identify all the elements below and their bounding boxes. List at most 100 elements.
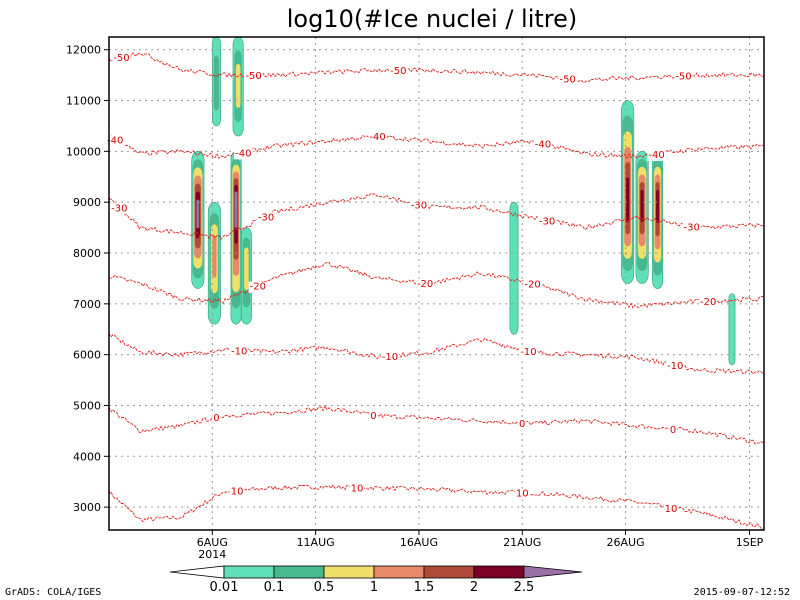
shading-level-1 [509, 201, 519, 335]
contour-label: -40 [235, 148, 251, 159]
contour-label: -10 [382, 352, 398, 363]
contour-label-bg [665, 361, 685, 373]
colorbar-low-triangle [169, 565, 225, 579]
contour-label: -20 [524, 280, 540, 291]
contour-label: -20 [417, 279, 433, 290]
contour-label-bg [112, 52, 131, 64]
footer-credit: GrADS: COLA/IGES [5, 587, 102, 598]
contour-label-bg [110, 203, 129, 215]
contour-line [108, 484, 764, 530]
contour-label: -30 [111, 203, 127, 214]
contour-label: 10 [351, 483, 364, 494]
x-tick-label: 26AUG [607, 536, 645, 549]
x-tick-label: 1SEP [736, 536, 764, 549]
contour-label-bg [389, 66, 408, 78]
chart-title: log10(#Ice nuclei / litre) [287, 5, 578, 33]
contour-label: -20 [250, 282, 266, 293]
shading-level-7 [234, 191, 238, 228]
shading-level-6 [626, 177, 630, 222]
colorbar-label: 0.01 [210, 580, 239, 595]
ice-nuclei-cell [652, 151, 664, 289]
colorbar-swatch [373, 565, 425, 579]
contour-label-bg [663, 503, 679, 515]
contour-label: -30 [411, 201, 427, 212]
contour-line [108, 133, 764, 160]
ice-nuclei-cell [207, 201, 221, 325]
shading-level-1 [728, 293, 736, 366]
contour-label: -50 [245, 71, 261, 82]
contour-label: -50 [675, 72, 691, 83]
contour-label-bg [369, 411, 378, 423]
y-tick-label: 10000 [66, 145, 101, 158]
colorbar-swatch [423, 565, 475, 579]
contour-label-bg [229, 486, 245, 498]
contour-label: -50 [390, 66, 406, 77]
contour-label: -40 [648, 150, 664, 161]
contour-line [108, 52, 764, 83]
contour-label-bg [368, 132, 387, 144]
y-tick-label: 12000 [66, 44, 101, 57]
x-tick-sublabel: 2014 [198, 548, 226, 561]
contour-label-bg [647, 149, 666, 161]
contour-line [108, 193, 764, 241]
contour-label-bg [248, 281, 267, 293]
y-tick-label: 8000 [73, 247, 101, 260]
contour-label: -30 [684, 223, 700, 234]
colorbar-swatch [223, 565, 275, 579]
contour-label: 0 [370, 411, 376, 422]
y-tick-label: 4000 [73, 450, 101, 463]
contour-label-bg [256, 212, 276, 224]
contour-label-bg [230, 346, 249, 358]
contour-label-bg [380, 351, 400, 363]
x-tick-label: 6AUG [197, 536, 228, 549]
ice-nuclei-cell [232, 36, 244, 137]
contour-label-bg [537, 216, 557, 228]
contour-label: 0 [213, 413, 219, 424]
colorbar-high-triangle [523, 565, 583, 579]
contour-label: 10 [231, 487, 244, 498]
contour-label-bg [244, 71, 263, 83]
y-tick-label: 11000 [66, 95, 101, 108]
contour-label: -10 [667, 361, 683, 372]
contour-label-bg [674, 71, 693, 83]
contour-label-bg [409, 200, 429, 212]
contour-label: -40 [535, 140, 551, 151]
contour-label-bg [349, 483, 365, 495]
y-axis: 3000 4000 5000 6000 7000 8000 9000 10000 11000 12… [66, 44, 109, 514]
contour-label-bg [234, 148, 253, 160]
contour-label-bg [523, 279, 542, 291]
contour-label: -40 [107, 136, 123, 147]
contour-label-bg [518, 418, 527, 430]
contour-label: -50 [113, 53, 129, 64]
colorbar: 0.01 0.1 0.5 1 1.5 2 2.5 [169, 565, 583, 595]
colorbar-label: 0.1 [264, 580, 285, 595]
ice-nuclei-cell [635, 151, 649, 284]
y-tick-label: 5000 [73, 399, 101, 412]
ice-nuclei-cell [728, 293, 736, 366]
shading-level-4 [212, 235, 217, 278]
contour-label: 0 [519, 419, 525, 430]
colorbar-swatch [273, 565, 325, 579]
contour-label: 0 [670, 425, 676, 436]
ice-nuclei-cell [509, 201, 519, 335]
shading-level-7 [196, 199, 200, 229]
footer-timestamp: 2015-09-07-12:52 [693, 587, 790, 598]
contour-label-bg [514, 488, 530, 500]
ice-nuclei-cell [240, 227, 252, 325]
contour-label: -10 [520, 347, 536, 358]
colorbar-swatch [473, 565, 525, 579]
y-tick-label: 6000 [73, 349, 101, 362]
contour-label: 10 [665, 504, 678, 515]
contour-label-bg [106, 135, 125, 147]
ice-nuclei-cell [212, 36, 221, 127]
contour-label: -50 [560, 75, 576, 86]
contour-label-bg [558, 74, 577, 86]
y-tick-label: 9000 [73, 196, 101, 209]
x-tick-label: 21AUG [503, 536, 541, 549]
shading-level-2 [213, 55, 219, 111]
colorbar-label: 0.5 [314, 580, 335, 595]
contour-label-bg [668, 424, 678, 436]
contour-line [108, 404, 764, 445]
contour-label-bg [682, 222, 701, 234]
